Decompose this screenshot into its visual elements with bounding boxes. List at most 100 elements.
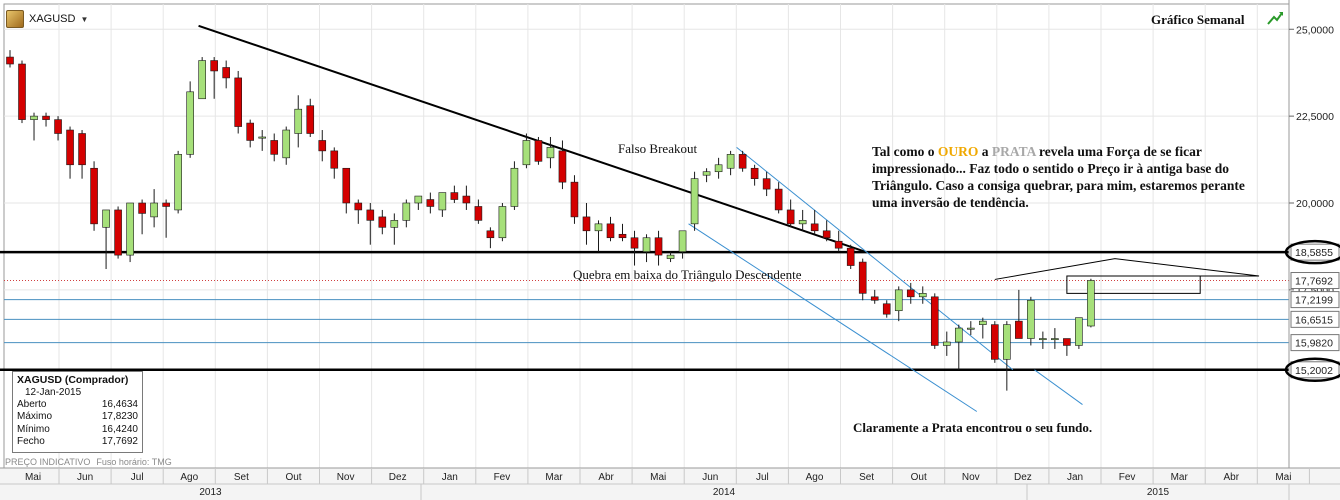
candle xyxy=(1015,289,1023,339)
candle-body-down xyxy=(138,202,146,214)
candle-body-up xyxy=(726,154,735,169)
y-tick-label: 25,0000 xyxy=(1296,24,1334,36)
candle-body-up xyxy=(594,223,603,232)
candle-body-down xyxy=(810,223,819,232)
candle xyxy=(114,206,122,259)
candle xyxy=(30,112,38,141)
candle xyxy=(906,282,915,304)
month-label: Mai xyxy=(1275,472,1291,483)
candle-body-down xyxy=(54,119,62,134)
candle-body-up xyxy=(678,230,687,252)
month-label: Set xyxy=(234,472,249,483)
comment-text-3: revela uma Força de se ficar impressiona… xyxy=(872,144,1245,210)
ohlc-info-box: XAGUSD (Comprador) 12-Jan-2015 Aberto 16,… xyxy=(12,371,143,453)
candle-body-up xyxy=(402,202,411,221)
candle-body-up xyxy=(522,140,531,166)
candle xyxy=(186,81,194,158)
candle xyxy=(726,150,735,176)
candle-body-down xyxy=(78,133,86,166)
candle xyxy=(126,202,134,263)
candle xyxy=(786,199,795,228)
month-label: Mai xyxy=(25,472,41,483)
price-label-box xyxy=(1290,272,1340,290)
candle-body-up xyxy=(198,60,206,100)
candle-body-up xyxy=(714,164,723,173)
candle xyxy=(522,133,531,169)
month-label: Nov xyxy=(337,472,355,483)
candle xyxy=(18,60,26,124)
candle-body-up xyxy=(942,341,951,346)
price-label-box xyxy=(1290,310,1340,328)
candle xyxy=(894,286,903,322)
price-label: 17,7692 xyxy=(1295,276,1333,288)
month-label: Mai xyxy=(650,472,666,483)
candle xyxy=(858,258,867,301)
candle xyxy=(966,321,975,336)
channel-upper-line-ext xyxy=(1034,369,1083,405)
candle-body-down xyxy=(318,140,327,152)
candle xyxy=(954,324,963,370)
candle-body-up xyxy=(414,195,423,204)
month-label: Ago xyxy=(180,472,198,483)
symbol-selector[interactable]: XAGUSD ▼ xyxy=(6,10,88,28)
candle-body-down xyxy=(822,230,831,239)
month-label: Set xyxy=(859,472,874,483)
info-row-open: Aberto 16,4634 xyxy=(17,399,138,410)
candle-body-up xyxy=(390,220,399,228)
candle-body-down xyxy=(378,216,387,228)
candle-body-down xyxy=(366,209,375,221)
timezone-label: Fuso horário: TMG xyxy=(96,457,172,467)
channel-upper-line xyxy=(736,147,1014,371)
candle-body-down xyxy=(606,223,615,239)
candle xyxy=(426,192,435,214)
candle-body-down xyxy=(1063,338,1071,346)
candle xyxy=(1027,296,1035,346)
candle-body-down xyxy=(570,181,579,218)
candle xyxy=(450,185,459,203)
candle xyxy=(318,130,327,162)
candle-body-down xyxy=(870,296,879,301)
chevron-down-icon[interactable]: ▼ xyxy=(80,14,89,24)
candle xyxy=(702,168,711,183)
candle xyxy=(558,140,567,190)
candle-body-up xyxy=(1075,317,1083,346)
candle-body-down xyxy=(210,60,218,72)
candle-body-down xyxy=(426,199,435,207)
silver-bar-icon xyxy=(6,10,24,28)
candle xyxy=(666,251,675,263)
candle-body-down xyxy=(991,324,999,360)
price-label: 17,2199 xyxy=(1295,295,1333,307)
comment-silver: PRATA xyxy=(991,144,1036,159)
candle-body-up xyxy=(282,129,291,159)
candle xyxy=(1039,331,1047,349)
price-label-box xyxy=(1290,334,1340,352)
candle xyxy=(642,234,651,263)
candle-body-down xyxy=(450,192,459,200)
candle xyxy=(54,116,62,141)
candle xyxy=(546,136,555,169)
candle-body-down xyxy=(42,115,50,120)
candle-body-down xyxy=(534,140,543,162)
candle xyxy=(618,223,627,242)
candle xyxy=(1063,338,1071,356)
month-label: Jun xyxy=(702,472,718,483)
candle xyxy=(630,230,639,266)
candle-body-up xyxy=(666,254,675,259)
candle xyxy=(42,112,50,127)
month-label: Jan xyxy=(1067,472,1083,483)
candle-body-down xyxy=(222,67,230,79)
candle xyxy=(798,209,807,231)
candle-body-down xyxy=(834,240,843,249)
candle xyxy=(918,286,927,304)
candle-body-up xyxy=(918,293,927,298)
price-label-box xyxy=(1290,291,1340,309)
candle xyxy=(1087,278,1095,328)
candle xyxy=(222,60,230,89)
y-tick-label: 22,5000 xyxy=(1296,111,1334,123)
candle xyxy=(378,209,387,235)
candle xyxy=(606,216,615,242)
trend-arrow-icon xyxy=(1279,12,1283,16)
candle xyxy=(402,199,411,228)
